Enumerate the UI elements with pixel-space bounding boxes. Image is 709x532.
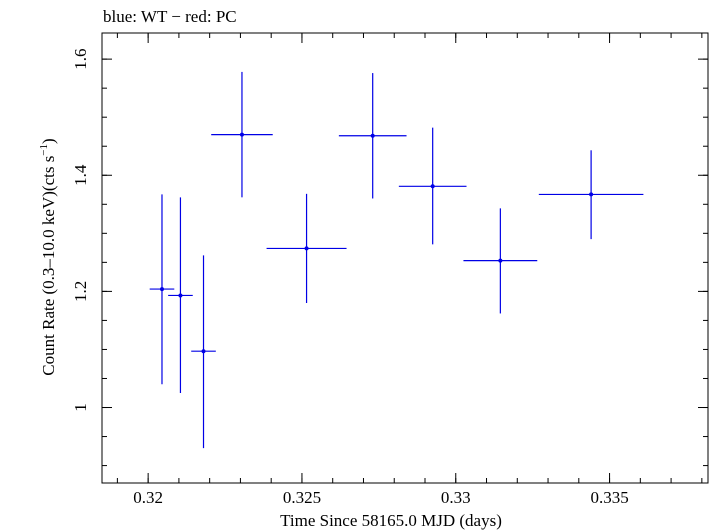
data-point-3 — [211, 71, 273, 198]
x-tick-label-1: 0.325 — [283, 488, 321, 507]
point-marker-5 — [370, 133, 375, 138]
point-marker-8 — [589, 192, 594, 197]
point-marker-3 — [239, 132, 244, 137]
chart-title: blue: WT − red: PC — [103, 7, 237, 26]
data-point-4 — [266, 193, 347, 303]
x-tick-label-2: 0.33 — [441, 488, 471, 507]
y-axis-label-main: Count Rate (0.3–10.0 keV)(cts s — [39, 156, 58, 376]
point-marker-2 — [201, 349, 206, 354]
data-point-6 — [398, 127, 467, 245]
data-point-7 — [463, 208, 538, 314]
data-point-1 — [168, 197, 193, 393]
point-marker-1 — [178, 293, 183, 298]
point-marker-4 — [304, 246, 309, 251]
y-tick-label-0: 1 — [71, 403, 90, 412]
point-marker-6 — [430, 184, 435, 189]
data-point-5 — [338, 73, 407, 199]
y-tick-label-3: 1.6 — [71, 49, 90, 70]
point-marker-7 — [498, 258, 503, 263]
y-axis-label-sup: −1 — [38, 144, 50, 156]
x-tick-label-3: 0.335 — [590, 488, 628, 507]
x-axis-label: Time Since 58165.0 MJD (days) — [280, 511, 502, 530]
y-axis-label: Count Rate (0.3–10.0 keV)(cts s−1) — [38, 138, 58, 375]
y-axis-label-end: ) — [39, 138, 58, 144]
y-tick-label-1: 1.2 — [71, 281, 90, 302]
data-marks — [149, 71, 644, 449]
data-point-8 — [538, 150, 644, 240]
data-point-2 — [191, 255, 216, 449]
x-tick-label-0: 0.32 — [133, 488, 163, 507]
axis-ticks: 0.32 0.325 0.33 0.335 1 1.2 1.4 1.6 — [71, 33, 708, 507]
point-marker-0 — [159, 287, 164, 292]
plot-frame — [101, 32, 709, 484]
data-point-0 — [149, 194, 175, 385]
y-tick-label-2: 1.4 — [71, 164, 90, 186]
